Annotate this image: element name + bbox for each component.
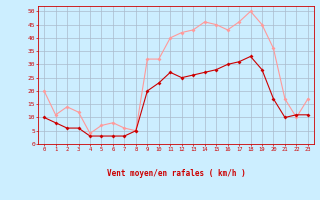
X-axis label: Vent moyen/en rafales ( km/h ): Vent moyen/en rafales ( km/h )	[107, 169, 245, 178]
